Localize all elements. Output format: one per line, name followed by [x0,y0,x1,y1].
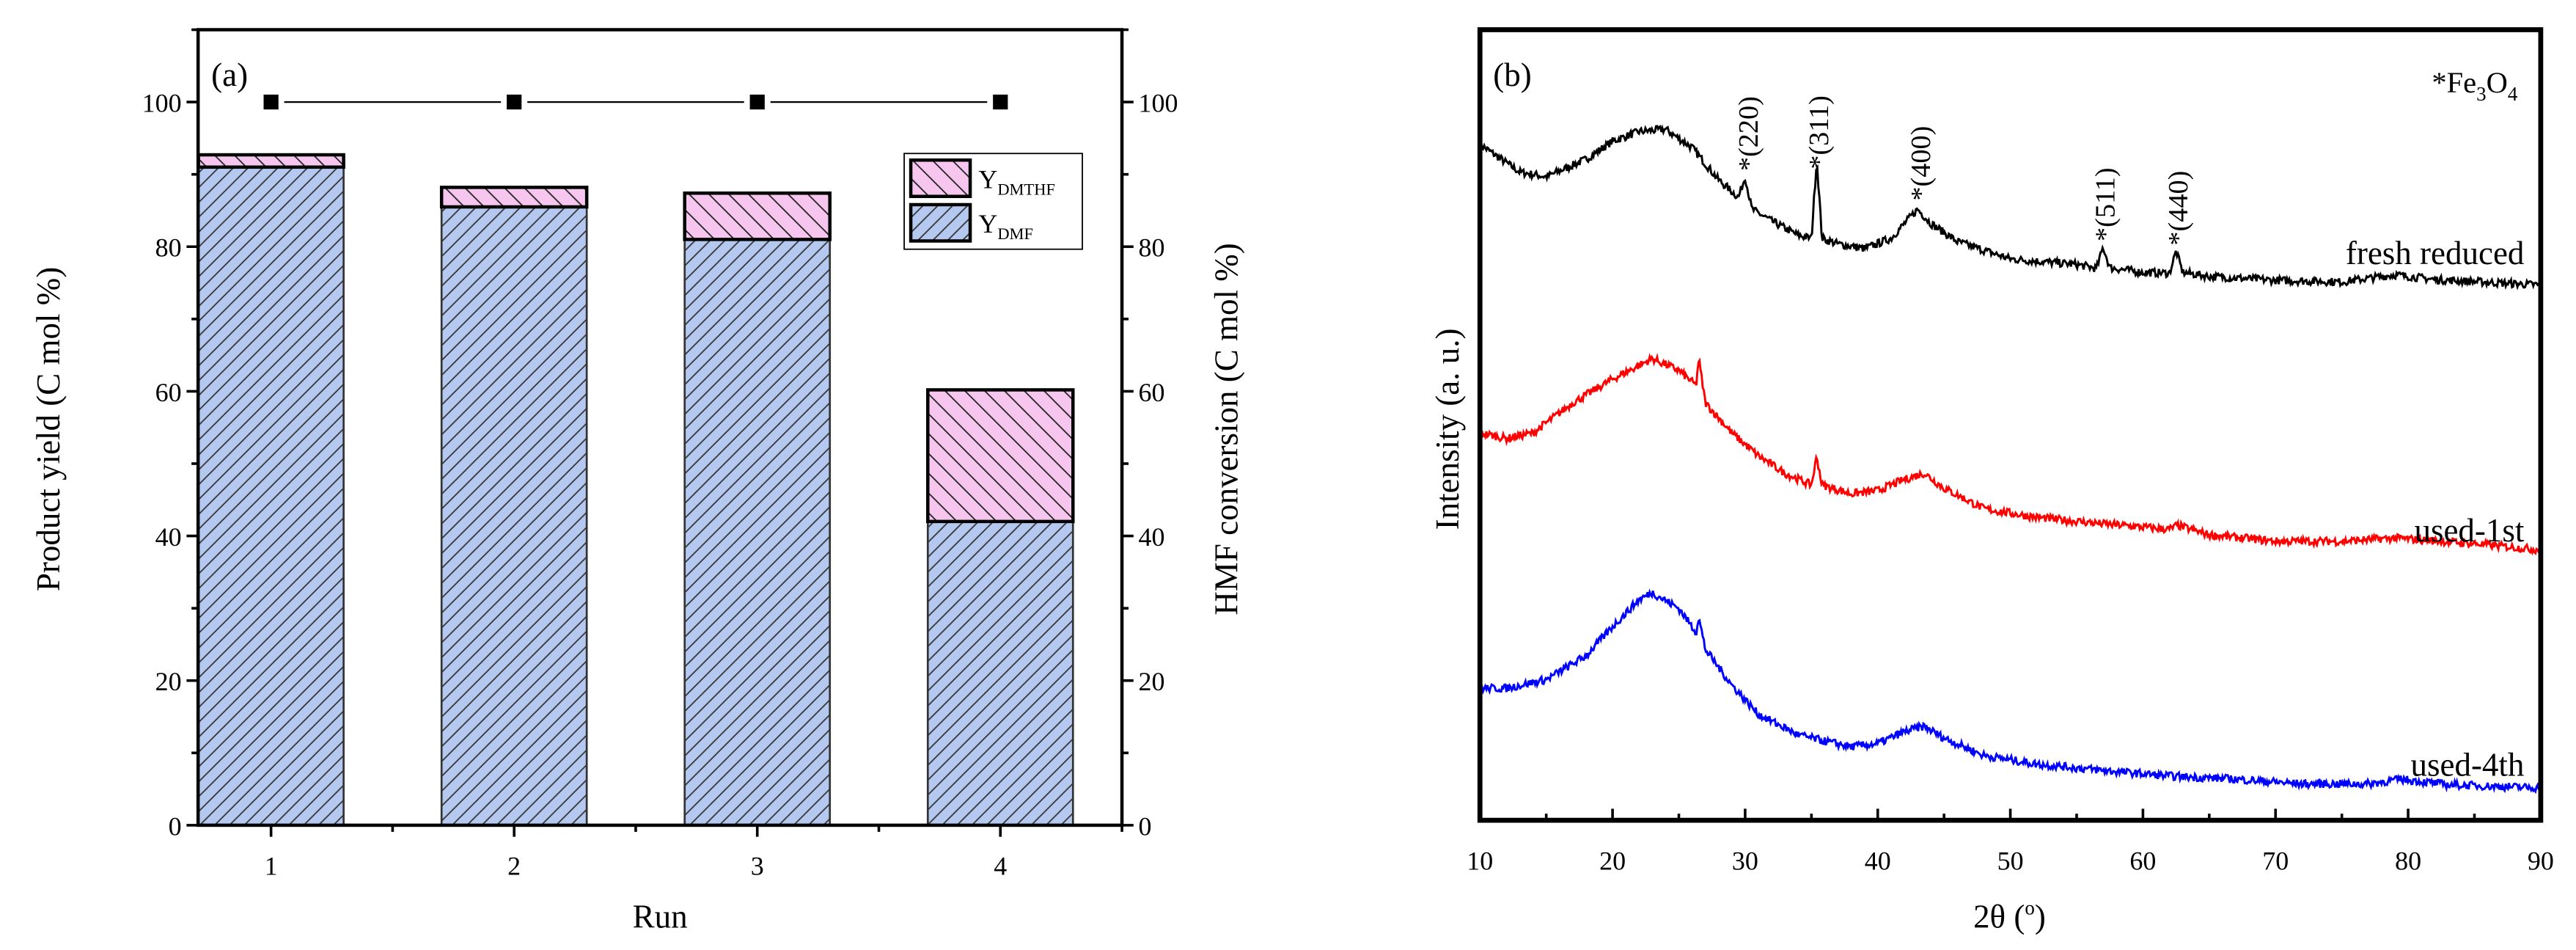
axes-ticks-b: 10 20 30 40 50 60 70 80 90 [1467,808,2554,876]
conversion-point-run-2 [507,94,522,110]
y-tick-label: 100 [142,89,182,118]
x-tick-label-b: 90 [2528,847,2554,876]
x-tick-label: 2 [507,851,521,880]
y2-tick-label: 40 [1139,522,1165,552]
legend-swatch-dmthf [909,158,972,198]
plot-frame-a [196,28,1124,827]
x-tick-label: 1 [265,851,278,880]
legend-label-dmthf: YDMTHF [978,164,1055,198]
x-tick-label-b: 40 [1865,847,1891,876]
panel-a-bar-chart: 0 20 40 60 80 100 0 20 40 60 80 100 1 2 3 4 (a) Product… [30,28,1245,935]
y2-axis-title: HMF conversion (C mol %) [1208,243,1245,615]
x-tick-label: 3 [751,851,764,880]
legend-label-dmf: YDMF [978,209,1033,243]
bar-dmf-run-1 [197,166,345,827]
y-tick-label: 20 [155,667,182,696]
xrd-curve-used-1st [1478,352,2542,556]
bar-dmf-run-2 [440,205,588,827]
x-axis-title-b: 2θ (o) [1973,896,2046,935]
panel-label-a: (a) [211,56,248,93]
peak-label: *(311) [1804,95,1835,169]
y-axis-title: Product yield (C mol %) [30,267,67,591]
y-tick-label: 60 [155,378,182,407]
peak-label: *(220) [1733,96,1764,171]
conversion-point-run-4 [993,94,1008,110]
y-axis-title-b: Intensity (a. u.) [1429,329,1466,530]
peak-annotations: *(220) *(311) *(400) *(511) *(440) [1733,95,2194,245]
x-tick-label-b: 60 [2129,847,2156,876]
bar-dmthf-run-1 [197,153,345,169]
conversion-line [263,94,1008,110]
peak-label: *(440) [2163,171,2194,246]
y-tick-label: 0 [169,811,182,841]
x-tick-label-b: 10 [1467,847,1493,876]
bar-dmthf-run-3 [683,191,832,241]
legend-a: YDMTHF YDMF [903,153,1083,250]
y2-tick-label: 20 [1139,667,1165,696]
x-tick-label-b: 80 [2395,847,2421,876]
peak-label: *(400) [1906,126,1937,201]
series-label-used-4th: used-4th [2410,746,2524,783]
xrd-curve-used-4th [1478,588,2542,794]
y2-tick-label: 0 [1139,811,1152,841]
legend-fe3o4: *Fe3O4 [2432,66,2518,105]
bar-dmthf-run-4 [926,388,1075,524]
panel-label-b: (b) [1493,56,1531,93]
y-tick-label: 40 [155,522,182,552]
bar-dmthf-run-2 [439,186,589,209]
bar-dmf-run-3 [683,238,832,827]
y-tick-label: 80 [155,233,182,263]
series-label-used-1st: used-1st [2414,512,2524,549]
series-label-fresh-reduced: fresh reduced [2346,235,2525,271]
conversion-point-run-1 [263,94,279,110]
x-tick-label: 4 [994,851,1007,880]
y2-tick-label: 60 [1139,378,1165,407]
axes-ticks-a: 0 20 40 60 80 100 0 20 40 60 80 100 1 2 3 4 [142,28,1178,880]
bar-dmf-run-4 [926,520,1074,827]
x-tick-label-b: 70 [2262,847,2289,876]
y2-tick-label: 80 [1139,233,1165,263]
xrd-curve-fresh-reduced [1478,124,2542,291]
x-tick-label-b: 50 [1997,847,2024,876]
bars [197,153,1075,827]
x-axis-title: Run [633,898,688,935]
plot-frame-b [1477,27,2544,823]
legend-swatch-dmf [909,202,972,243]
x-tick-label-b: 30 [1732,847,1758,876]
xrd-curves [1478,124,2542,794]
x-tick-label-b: 20 [1599,847,1626,876]
peak-label: *(511) [2090,167,2121,241]
panel-b-xrd-chart: 10 20 30 40 50 60 70 80 90 *(220) *(311) *(400) *(5… [1429,27,2554,935]
conversion-point-run-3 [749,94,765,110]
y2-tick-label: 100 [1139,89,1178,118]
